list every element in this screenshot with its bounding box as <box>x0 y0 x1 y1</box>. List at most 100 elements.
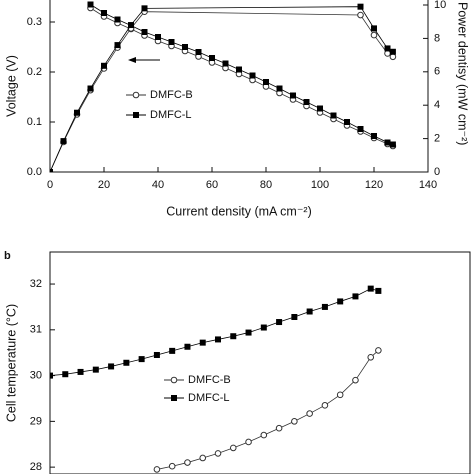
x-tick-label: 100 <box>311 179 329 191</box>
panel-label: b <box>4 250 11 262</box>
marker <box>245 329 252 336</box>
marker <box>306 308 313 315</box>
x-tick-label: 140 <box>419 179 437 191</box>
y-tick-label: 0.1 <box>27 116 42 128</box>
legend-marker <box>170 376 178 384</box>
marker <box>108 363 115 370</box>
marker <box>290 92 296 99</box>
marker <box>184 343 191 350</box>
x-tick-label: 120 <box>365 179 383 191</box>
marker <box>92 366 99 373</box>
y-axis-title: Voltage (V) <box>4 55 18 117</box>
marker <box>87 85 94 92</box>
marker <box>352 376 359 384</box>
series-line <box>50 6 394 172</box>
marker <box>114 16 121 23</box>
marker <box>77 368 84 375</box>
marker <box>276 85 283 92</box>
y2-tick-label: 8 <box>434 32 440 44</box>
marker <box>169 347 176 354</box>
marker <box>50 372 53 379</box>
y2-axis-title: Power dentisy (mW cm⁻²) <box>456 2 470 145</box>
marker <box>367 353 375 361</box>
marker <box>263 79 269 85</box>
marker <box>199 454 207 462</box>
marker <box>114 42 121 49</box>
marker <box>389 53 397 61</box>
y-tick-label: 29 <box>30 415 42 427</box>
legend-label: DMFC-B <box>150 89 193 101</box>
legend-marker <box>171 395 177 401</box>
marker <box>209 55 215 61</box>
marker <box>74 109 80 116</box>
marker <box>357 3 364 10</box>
marker <box>222 60 229 67</box>
y-tick-label: 28 <box>30 461 42 473</box>
y-tick-label: 31 <box>30 324 42 336</box>
legend-marker <box>133 112 139 118</box>
series-line <box>50 288 379 376</box>
y2-tick-label: 6 <box>434 66 440 78</box>
marker <box>184 459 191 466</box>
marker <box>215 336 221 343</box>
y2-tick-label: 0 <box>434 166 440 178</box>
x-tick-label: 80 <box>260 179 272 191</box>
marker <box>236 66 242 73</box>
y2-tick-label: 4 <box>434 99 440 111</box>
marker <box>60 138 67 145</box>
marker <box>384 50 391 57</box>
y2-tick-label: 10 <box>434 0 446 11</box>
marker <box>375 287 382 294</box>
marker <box>337 298 344 305</box>
marker <box>101 10 107 16</box>
marker <box>303 99 310 105</box>
y2-tick-label: 2 <box>434 133 440 145</box>
marker <box>123 359 130 366</box>
marker <box>352 293 359 300</box>
marker <box>371 25 377 32</box>
legend-label: DMFC-L <box>150 109 192 121</box>
marker <box>249 72 256 79</box>
marker <box>62 371 69 378</box>
marker <box>375 347 382 354</box>
legend-label: DMFC-B <box>188 374 231 386</box>
marker <box>321 303 328 310</box>
marker <box>168 462 176 470</box>
plot-frame <box>49 0 429 173</box>
marker <box>168 39 175 45</box>
marker <box>128 22 134 29</box>
marker <box>276 319 283 326</box>
y-tick-label: 32 <box>30 278 42 290</box>
marker <box>384 139 391 146</box>
x-axis-title: Current density (mA cm⁻²) <box>166 204 312 218</box>
marker <box>138 356 145 363</box>
marker <box>357 126 364 132</box>
marker <box>195 49 202 55</box>
x-tick-label: 20 <box>98 179 110 191</box>
marker <box>141 29 148 35</box>
marker <box>330 112 337 119</box>
marker <box>153 466 161 473</box>
legend-marker <box>132 91 140 99</box>
marker <box>101 62 107 69</box>
x-tick-label: 60 <box>206 179 218 191</box>
marker <box>87 1 94 8</box>
y-tick-label: 0.2 <box>27 66 42 78</box>
marker <box>371 133 377 139</box>
marker <box>384 45 391 52</box>
marker <box>245 438 252 446</box>
marker <box>260 431 268 439</box>
series-line <box>156 350 379 470</box>
marker <box>199 339 206 346</box>
marker <box>141 5 148 12</box>
marker <box>153 351 160 358</box>
marker <box>155 34 161 40</box>
marker <box>229 444 237 452</box>
arrow-head <box>128 57 136 63</box>
marker <box>291 418 298 425</box>
marker <box>321 402 329 409</box>
plot-frame <box>49 251 471 474</box>
y-tick-label: 0.3 <box>27 16 42 28</box>
x-tick-label: 40 <box>152 179 164 191</box>
